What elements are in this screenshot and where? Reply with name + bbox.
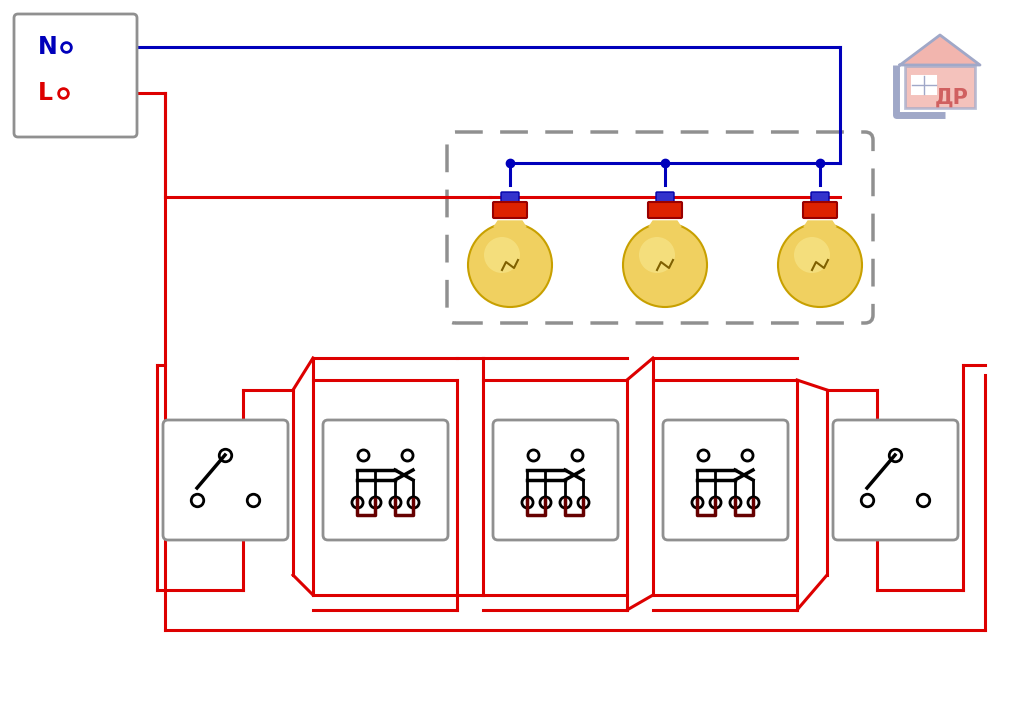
Circle shape xyxy=(484,237,520,273)
FancyBboxPatch shape xyxy=(912,76,936,94)
Polygon shape xyxy=(649,221,681,227)
FancyBboxPatch shape xyxy=(811,192,829,204)
Polygon shape xyxy=(900,35,980,65)
Text: N: N xyxy=(38,35,57,59)
Polygon shape xyxy=(804,221,836,227)
Circle shape xyxy=(794,237,830,273)
Polygon shape xyxy=(494,221,526,227)
FancyBboxPatch shape xyxy=(833,420,958,540)
FancyBboxPatch shape xyxy=(803,202,837,218)
Circle shape xyxy=(778,223,862,307)
FancyBboxPatch shape xyxy=(323,420,449,540)
Text: ДР: ДР xyxy=(935,88,969,108)
FancyBboxPatch shape xyxy=(163,420,288,540)
FancyBboxPatch shape xyxy=(663,420,788,540)
FancyBboxPatch shape xyxy=(14,14,137,137)
Circle shape xyxy=(623,223,707,307)
FancyBboxPatch shape xyxy=(905,66,975,108)
FancyBboxPatch shape xyxy=(493,202,527,218)
Text: L: L xyxy=(38,81,53,105)
Circle shape xyxy=(639,237,675,273)
FancyBboxPatch shape xyxy=(501,192,519,204)
Circle shape xyxy=(468,223,552,307)
FancyBboxPatch shape xyxy=(656,192,674,204)
FancyBboxPatch shape xyxy=(648,202,682,218)
FancyBboxPatch shape xyxy=(493,420,618,540)
